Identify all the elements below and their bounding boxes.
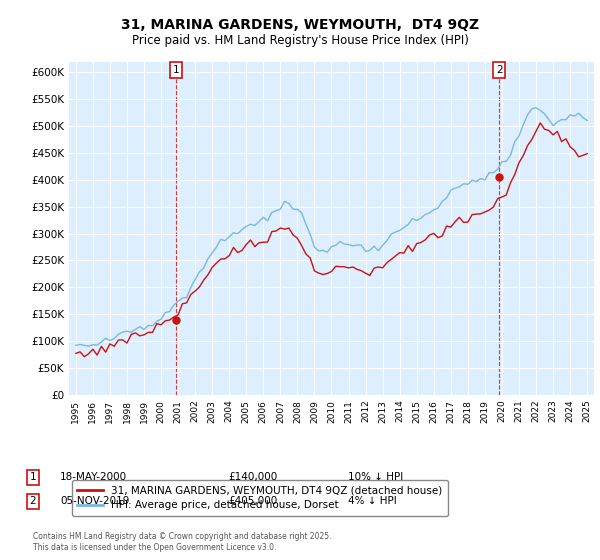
Legend: 31, MARINA GARDENS, WEYMOUTH, DT4 9QZ (detached house), HPI: Average price, deta: 31, MARINA GARDENS, WEYMOUTH, DT4 9QZ (d… xyxy=(71,480,448,516)
Text: Price paid vs. HM Land Registry's House Price Index (HPI): Price paid vs. HM Land Registry's House … xyxy=(131,34,469,46)
Text: 05-NOV-2019: 05-NOV-2019 xyxy=(60,496,130,506)
Text: 10% ↓ HPI: 10% ↓ HPI xyxy=(348,472,403,482)
Text: 1: 1 xyxy=(29,472,37,482)
Text: Contains HM Land Registry data © Crown copyright and database right 2025.
This d: Contains HM Land Registry data © Crown c… xyxy=(33,532,331,552)
Text: 4% ↓ HPI: 4% ↓ HPI xyxy=(348,496,397,506)
Text: 31, MARINA GARDENS, WEYMOUTH,  DT4 9QZ: 31, MARINA GARDENS, WEYMOUTH, DT4 9QZ xyxy=(121,18,479,32)
Text: 18-MAY-2000: 18-MAY-2000 xyxy=(60,472,127,482)
Text: £140,000: £140,000 xyxy=(228,472,277,482)
Text: 1: 1 xyxy=(173,65,179,75)
Text: £405,000: £405,000 xyxy=(228,496,277,506)
Text: 2: 2 xyxy=(29,496,37,506)
Text: 2: 2 xyxy=(496,65,503,75)
